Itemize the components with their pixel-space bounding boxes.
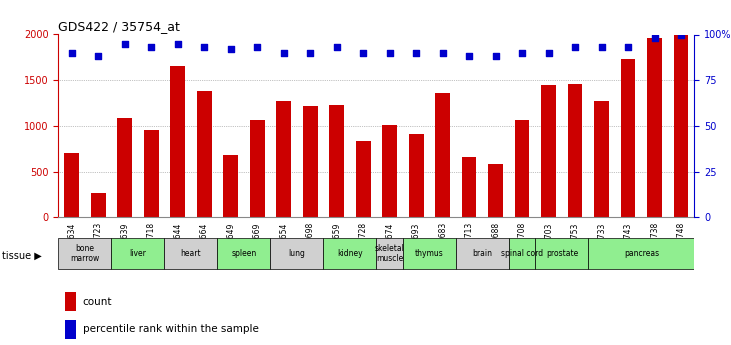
Point xyxy=(278,50,289,56)
FancyBboxPatch shape xyxy=(588,238,694,269)
Point xyxy=(66,50,77,56)
Bar xyxy=(568,84,583,217)
FancyBboxPatch shape xyxy=(509,238,535,269)
Text: count: count xyxy=(83,297,112,306)
Text: liver: liver xyxy=(129,249,146,258)
Bar xyxy=(488,164,503,217)
Bar xyxy=(409,134,423,217)
Point xyxy=(622,45,634,50)
Point xyxy=(119,41,131,46)
Text: spinal cord: spinal cord xyxy=(501,249,543,258)
Text: tissue ▶: tissue ▶ xyxy=(2,251,42,261)
Point xyxy=(437,50,449,56)
FancyBboxPatch shape xyxy=(164,238,217,269)
Text: bone
marrow: bone marrow xyxy=(70,244,99,263)
FancyBboxPatch shape xyxy=(403,238,456,269)
Bar xyxy=(303,106,317,217)
Point xyxy=(198,45,210,50)
Bar xyxy=(197,91,211,217)
Bar xyxy=(515,120,529,217)
Point xyxy=(596,45,607,50)
Text: percentile rank within the sample: percentile rank within the sample xyxy=(83,325,259,334)
Bar xyxy=(64,153,79,217)
Point xyxy=(225,46,237,52)
Bar xyxy=(594,101,609,217)
Point xyxy=(357,50,369,56)
Bar xyxy=(118,118,132,217)
Point xyxy=(172,41,183,46)
Bar xyxy=(436,93,450,217)
Bar xyxy=(382,125,397,217)
Bar xyxy=(250,119,265,217)
Text: skeletal
muscle: skeletal muscle xyxy=(375,244,405,263)
FancyBboxPatch shape xyxy=(270,238,323,269)
Bar xyxy=(674,34,689,217)
Bar xyxy=(276,101,291,217)
Bar xyxy=(542,85,556,217)
FancyBboxPatch shape xyxy=(323,238,376,269)
Point xyxy=(649,36,661,41)
FancyBboxPatch shape xyxy=(376,238,403,269)
Text: kidney: kidney xyxy=(337,249,363,258)
Text: GDS422 / 35754_at: GDS422 / 35754_at xyxy=(58,20,181,33)
Bar xyxy=(91,193,105,217)
Text: heart: heart xyxy=(181,249,201,258)
Point xyxy=(331,45,343,50)
Point xyxy=(675,32,687,37)
Bar xyxy=(356,140,371,217)
Point xyxy=(410,50,422,56)
Point xyxy=(145,45,157,50)
Point xyxy=(92,54,104,59)
Text: spleen: spleen xyxy=(231,249,257,258)
Bar xyxy=(621,59,635,217)
FancyBboxPatch shape xyxy=(535,238,588,269)
FancyBboxPatch shape xyxy=(111,238,164,269)
Point xyxy=(490,54,501,59)
Bar xyxy=(144,130,159,217)
Bar xyxy=(224,155,238,217)
Text: prostate: prostate xyxy=(546,249,578,258)
Point xyxy=(516,50,528,56)
Point xyxy=(463,54,475,59)
FancyBboxPatch shape xyxy=(58,238,111,269)
Point xyxy=(251,45,263,50)
FancyBboxPatch shape xyxy=(217,238,270,269)
Bar xyxy=(65,292,76,311)
Bar xyxy=(462,157,477,217)
Point xyxy=(569,45,581,50)
Bar xyxy=(170,67,185,217)
Bar xyxy=(330,105,344,217)
Point xyxy=(384,50,395,56)
Point xyxy=(543,50,555,56)
Text: brain: brain xyxy=(472,249,493,258)
Point xyxy=(304,50,316,56)
Text: lung: lung xyxy=(289,249,306,258)
Bar xyxy=(648,38,662,217)
FancyBboxPatch shape xyxy=(456,238,509,269)
Text: thymus: thymus xyxy=(415,249,444,258)
Text: pancreas: pancreas xyxy=(624,249,659,258)
Bar xyxy=(65,320,76,339)
